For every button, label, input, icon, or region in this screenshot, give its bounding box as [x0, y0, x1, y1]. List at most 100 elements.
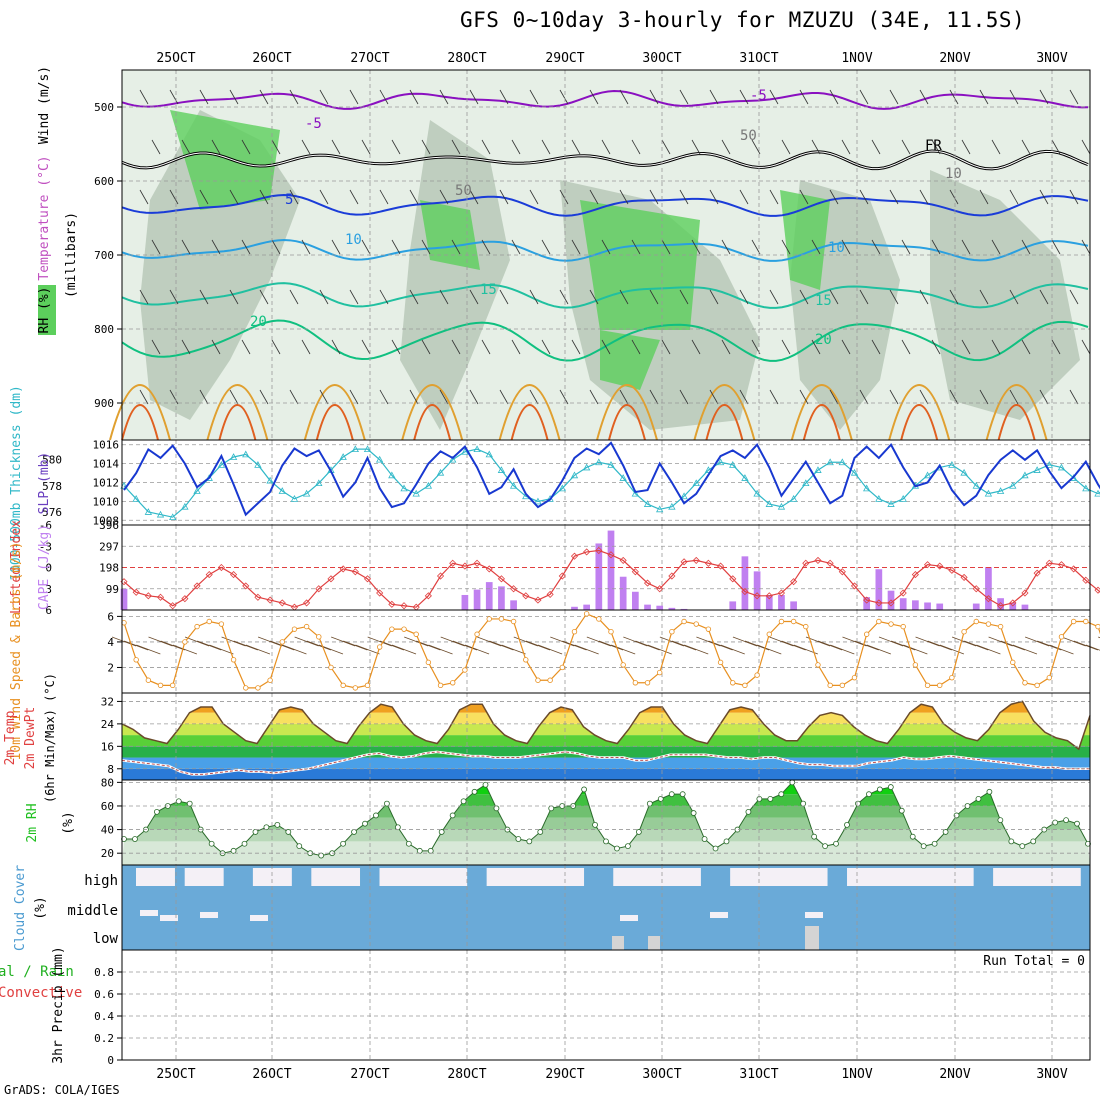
lifted-point — [850, 582, 859, 590]
wind-barb — [739, 189, 749, 205]
wind-barb — [511, 139, 521, 155]
wind-barb — [199, 389, 209, 405]
y-tick-label: 0 — [107, 1054, 114, 1067]
lifted-point — [1057, 561, 1066, 569]
wind-barb-10m — [209, 644, 234, 655]
wind-point — [145, 677, 152, 683]
wind-barb — [1069, 89, 1079, 105]
wind-barb — [769, 89, 779, 105]
wind-barb — [469, 189, 479, 205]
lifted-point — [790, 578, 798, 586]
lifted-point — [741, 588, 749, 596]
lifted-point — [923, 561, 932, 569]
temp-bands — [122, 701, 1090, 780]
wind-point — [900, 623, 906, 630]
rh-point — [701, 836, 708, 842]
wind-barb — [889, 289, 899, 305]
y-tick-label: 0.2 — [94, 1032, 114, 1045]
cape-bar — [912, 600, 919, 610]
lifted-point — [643, 579, 652, 587]
wind-barb — [169, 389, 179, 405]
wind-point — [279, 639, 285, 645]
wind-barb — [361, 139, 371, 155]
cloud-high-gap — [311, 868, 361, 886]
wind-barb — [679, 389, 689, 405]
lifted-point — [327, 575, 335, 583]
rh-point — [394, 824, 401, 831]
y-tick-label: 16 — [101, 740, 114, 753]
wind-barb — [769, 189, 779, 205]
ylabel-cloud: Cloud Cover — [13, 865, 28, 951]
isotherm-25 — [498, 384, 561, 441]
wind-barb — [949, 389, 959, 405]
series-2m-dewpt — [121, 751, 1090, 775]
x-tick-top: 29OCT — [545, 51, 584, 66]
cloud-mid-gap — [805, 912, 823, 918]
wind-barb — [481, 339, 491, 355]
isotherm-30 — [218, 404, 257, 441]
wind-barb — [229, 189, 239, 205]
wind-barb — [859, 189, 869, 205]
rh-point — [844, 821, 850, 828]
wind-point — [352, 685, 359, 691]
y-tick-label-slp: 1008 — [93, 514, 120, 527]
lifted-point — [1009, 599, 1017, 607]
wind-point — [961, 629, 967, 635]
wind-barb — [499, 189, 509, 205]
cape-bar — [790, 601, 797, 610]
wind-barb-10m — [1049, 644, 1074, 655]
ylabel-rh2m: 2m RH — [25, 803, 40, 842]
y-tick-label: 20 — [101, 847, 114, 860]
wind-point — [620, 662, 626, 668]
rh-point — [997, 817, 1004, 824]
wind-point — [255, 685, 261, 691]
wind-point — [340, 682, 346, 689]
wind-point — [803, 623, 809, 630]
y-tick-label: 700 — [94, 249, 114, 262]
thickness-point — [193, 487, 201, 494]
wind-barb — [871, 139, 881, 155]
lifted-point — [753, 592, 761, 600]
x-tick-bottom: 25OCT — [156, 1067, 195, 1082]
lifted-point — [729, 575, 737, 583]
rh-point — [679, 791, 686, 798]
x-tick-top: 27OCT — [350, 51, 389, 66]
isotherm-label: 10 — [828, 240, 845, 256]
wind-barb — [661, 139, 671, 155]
y-tick-label: 600 — [94, 175, 114, 188]
wind-point — [717, 659, 724, 666]
lifted-point — [875, 599, 883, 607]
wind-barb-10m — [391, 644, 417, 655]
wind-barb — [559, 189, 569, 205]
wind-barb — [721, 139, 731, 155]
wind-barb — [271, 339, 281, 355]
isotherm-25 — [401, 384, 464, 441]
wind-barb-10m — [489, 640, 514, 651]
lifted-point — [887, 599, 895, 607]
wind-barb — [469, 389, 479, 405]
x-tick-bottom: 30OCT — [642, 1067, 681, 1082]
wind-barb — [571, 239, 581, 255]
wind-barb — [631, 239, 641, 255]
wind-barb — [391, 339, 401, 355]
rh-point — [909, 833, 916, 840]
wind-barb — [139, 89, 149, 105]
wind-barb — [361, 239, 371, 255]
wind-point — [425, 659, 432, 666]
wind-barb — [571, 339, 581, 355]
wind-point — [267, 677, 273, 683]
cape-bar — [510, 600, 517, 610]
cape-bar — [924, 602, 931, 610]
x-tick-top: 28OCT — [447, 51, 486, 66]
thickness-point — [643, 500, 652, 507]
wind-barb — [649, 389, 659, 405]
thickness-point — [205, 474, 213, 481]
isotherm-30 — [802, 404, 841, 441]
isotherm-25 — [693, 384, 756, 441]
rh-point — [942, 829, 949, 835]
wind-barb-10m — [428, 644, 453, 655]
lifted-point — [522, 592, 530, 600]
wind-barb-10m — [197, 640, 222, 651]
rh-point — [866, 791, 872, 798]
cape-bar — [985, 567, 992, 610]
